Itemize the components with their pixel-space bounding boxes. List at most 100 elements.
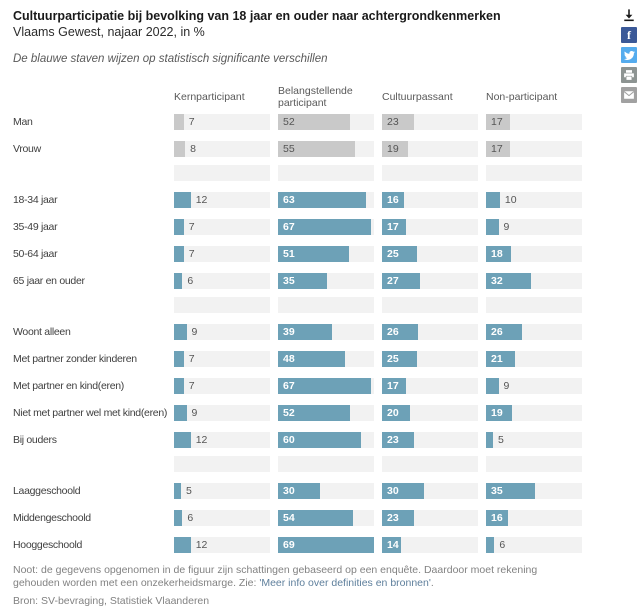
print-icon[interactable]	[621, 67, 637, 83]
bar-value: 21	[491, 353, 503, 365]
bar-value: 39	[283, 326, 295, 338]
bar	[174, 432, 191, 448]
bar-value: 69	[283, 539, 295, 551]
bar-value: 10	[504, 194, 517, 206]
bar	[486, 351, 516, 367]
bar-value: 48	[283, 353, 295, 365]
bar	[382, 114, 414, 130]
email-icon[interactable]	[621, 87, 637, 103]
bar	[486, 378, 499, 394]
bar	[278, 246, 349, 262]
bar-track: 35	[278, 273, 374, 289]
bar-value: 17	[491, 116, 503, 128]
bar	[486, 483, 535, 499]
twitter-icon[interactable]	[621, 47, 637, 63]
bar-track: 6	[174, 273, 270, 289]
bar	[486, 114, 510, 130]
table-row: Hooggeschoold 12 69 14 6	[13, 537, 638, 553]
bar	[382, 351, 417, 367]
bar-track: 6	[486, 537, 582, 553]
bar-value: 19	[387, 143, 399, 155]
footnote-text: Noot: de gegevens opgenomen in de figuur…	[13, 564, 538, 589]
table-row: Niet met partner wel met kind(eren) 9 52 20…	[13, 405, 638, 421]
bar-track: 55	[278, 141, 374, 157]
bar-value: 9	[503, 380, 510, 392]
bar-value: 51	[283, 248, 295, 260]
bar	[278, 114, 351, 130]
bar	[486, 405, 513, 421]
empty-bar-track	[486, 297, 582, 313]
bar-value: 52	[283, 116, 295, 128]
empty-bar-track	[174, 456, 270, 472]
bar-value: 54	[283, 512, 295, 524]
table-row: 50-64 jaar 7 51 25 18	[13, 246, 638, 262]
bar-track: 60	[278, 432, 374, 448]
group-spacer-row	[13, 456, 638, 472]
bar-value: 9	[191, 407, 198, 419]
bar	[278, 537, 374, 553]
bar	[382, 219, 406, 235]
bar-track: 17	[486, 141, 582, 157]
bar	[382, 141, 409, 157]
bar-value: 9	[191, 326, 198, 338]
bar-value: 67	[283, 380, 295, 392]
bar	[486, 192, 500, 208]
bar	[174, 246, 184, 262]
bar	[486, 324, 523, 340]
table-row: Vrouw 8 55 19 17	[13, 141, 638, 157]
bar-track: 63	[278, 192, 374, 208]
bar-track: 26	[382, 324, 478, 340]
row-label: Vrouw	[13, 143, 41, 155]
share-toolbar: f	[621, 7, 637, 103]
facebook-icon[interactable]: f	[621, 27, 637, 43]
table-row: Man 7 52 23 17	[13, 114, 638, 130]
column-header-kernparticipant: Kernparticipant	[174, 90, 245, 103]
bar-track: 54	[278, 510, 374, 526]
empty-bar-track	[486, 456, 582, 472]
empty-bar-track	[278, 456, 374, 472]
bar	[486, 141, 510, 157]
bar	[486, 510, 509, 526]
bar-track: 12	[174, 192, 270, 208]
row-label: 35-49 jaar	[13, 221, 58, 233]
column-header-non-participant: Non-participant	[486, 90, 558, 103]
empty-bar-track	[486, 165, 582, 181]
bar-track: 12	[174, 432, 270, 448]
bar-track: 9	[174, 405, 270, 421]
table-row: Laaggeschoold 5 30 30 35	[13, 483, 638, 499]
bar-track: 20	[382, 405, 478, 421]
bar-value: 7	[188, 380, 195, 392]
bar	[486, 246, 512, 262]
significance-note: De blauwe staven wijzen op statistisch s…	[13, 53, 328, 65]
bar-track: 14	[382, 537, 478, 553]
empty-bar-track	[278, 297, 374, 313]
bar	[382, 483, 424, 499]
download-icon[interactable]	[621, 7, 637, 23]
bar	[174, 273, 183, 289]
bar-track: 7	[174, 246, 270, 262]
bar-track: 52	[278, 405, 374, 421]
bar-value: 14	[387, 539, 399, 551]
table-row: 35-49 jaar 7 67 17 9	[13, 219, 638, 235]
bar	[278, 351, 345, 367]
bar-track: 25	[382, 351, 478, 367]
group-spacer-row	[13, 165, 638, 181]
bar	[174, 510, 183, 526]
bar	[382, 324, 419, 340]
bar	[174, 483, 181, 499]
bar-track: 48	[278, 351, 374, 367]
bar-track: 18	[486, 246, 582, 262]
bar-track: 52	[278, 114, 374, 130]
bar-value: 25	[387, 353, 399, 365]
definitions-link[interactable]: 'Meer info over definities en bronnen'	[259, 577, 431, 589]
bar	[174, 192, 191, 208]
bar-value: 6	[499, 539, 506, 551]
bar-value: 8	[190, 143, 196, 155]
table-row: Met partner zonder kinderen 7 48 25 21	[13, 351, 638, 367]
envelope-glyph	[623, 91, 635, 99]
bar-value: 35	[491, 485, 503, 497]
bar-value: 12	[195, 194, 208, 206]
row-label: Middengeschoold	[13, 512, 91, 524]
twitter-bird-glyph	[623, 50, 635, 60]
